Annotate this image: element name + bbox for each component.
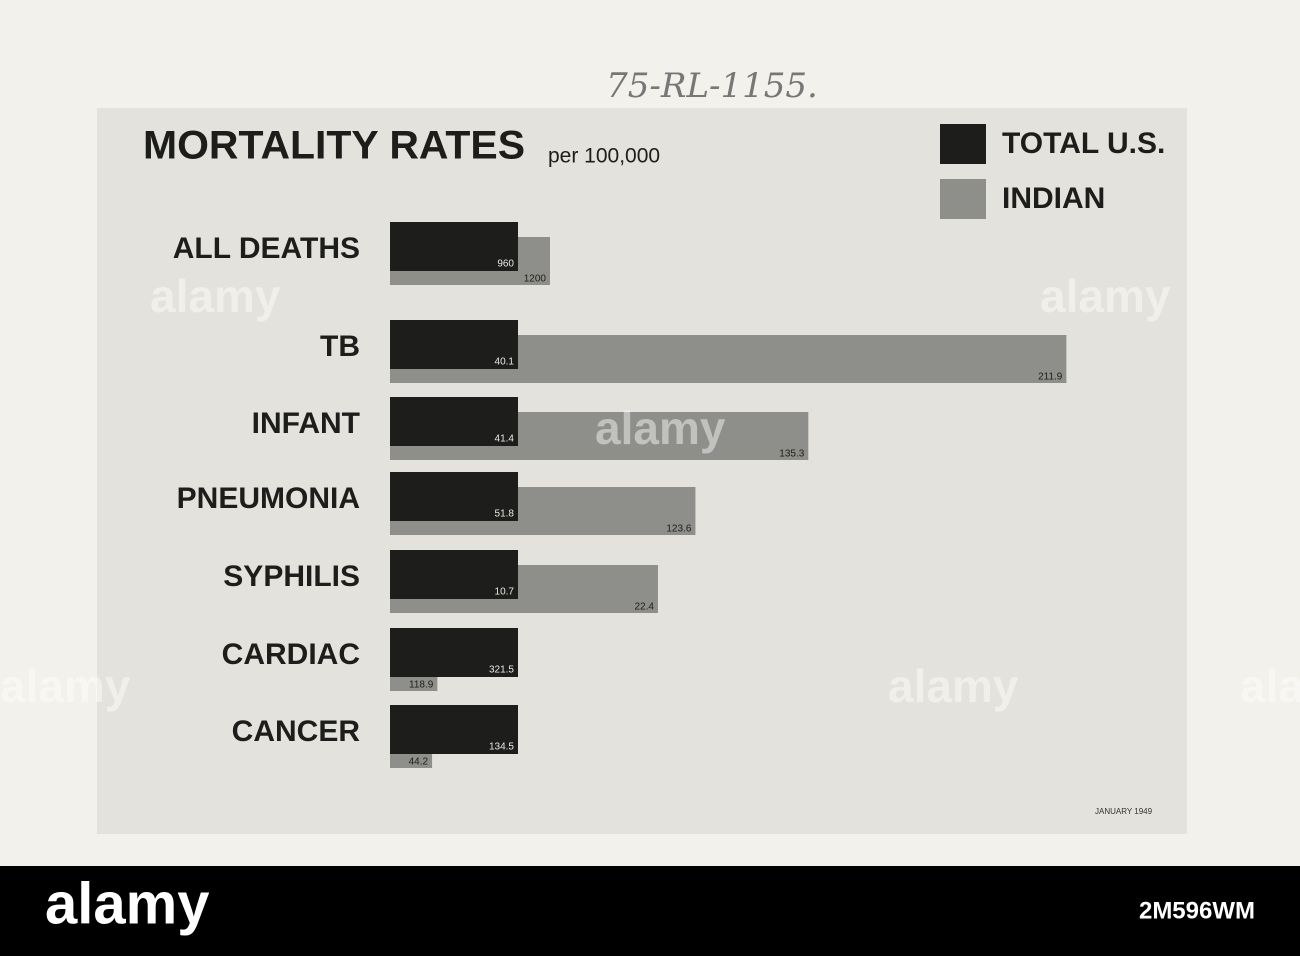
value-label: 321.5 [489, 665, 514, 676]
value-label: 51.8 [495, 509, 515, 520]
value-label: 22.4 [634, 602, 654, 613]
value-label: 134.5 [489, 742, 514, 753]
bar [390, 705, 518, 754]
value-label: 123.6 [666, 524, 691, 535]
footer-logo: alamy [45, 871, 209, 936]
value-label: 1200 [524, 274, 547, 285]
value-label: 40.1 [495, 357, 515, 368]
category-label: SYPHILIS [223, 560, 360, 593]
watermark: alamy [150, 270, 281, 322]
bar [390, 222, 518, 271]
watermark: alamy [1240, 660, 1300, 712]
image-id: 2M596WM [1139, 897, 1255, 924]
bar [390, 628, 518, 677]
category-label: CARDIAC [222, 638, 360, 671]
chart-subtitle: per 100,000 [548, 145, 660, 168]
value-label: 211.9 [1038, 372, 1063, 383]
legend-label: INDIAN [1002, 182, 1105, 215]
value-label: 41.4 [495, 434, 515, 445]
category-label: ALL DEATHS [173, 232, 360, 265]
bar [390, 472, 518, 521]
watermark: alamy [1040, 270, 1171, 322]
value-label: 960 [497, 259, 514, 270]
value-label: 118.9 [409, 680, 434, 691]
watermark: alamy [595, 402, 726, 454]
value-label: 135.3 [779, 449, 804, 460]
chart-note: JANUARY 1949 [1095, 807, 1153, 816]
handwritten-annotation: 75-RL-1155. [606, 66, 818, 106]
legend-label: TOTAL U.S. [1002, 127, 1165, 160]
chart-title: MORTALITY RATES [143, 124, 525, 168]
value-label: 10.7 [495, 587, 515, 598]
chart-panel [97, 108, 1187, 834]
watermark: alamy [0, 660, 131, 712]
legend-swatch [940, 124, 986, 164]
category-label: TB [320, 330, 360, 363]
category-label: INFANT [252, 407, 360, 440]
legend-swatch [940, 179, 986, 219]
bar [390, 550, 518, 599]
bar [390, 320, 518, 369]
watermark: alamy [888, 660, 1019, 712]
footer-band [0, 866, 1300, 956]
value-label: 44.2 [409, 757, 429, 768]
category-label: PNEUMONIA [177, 482, 360, 515]
category-label: CANCER [232, 715, 361, 748]
bar [390, 397, 518, 446]
